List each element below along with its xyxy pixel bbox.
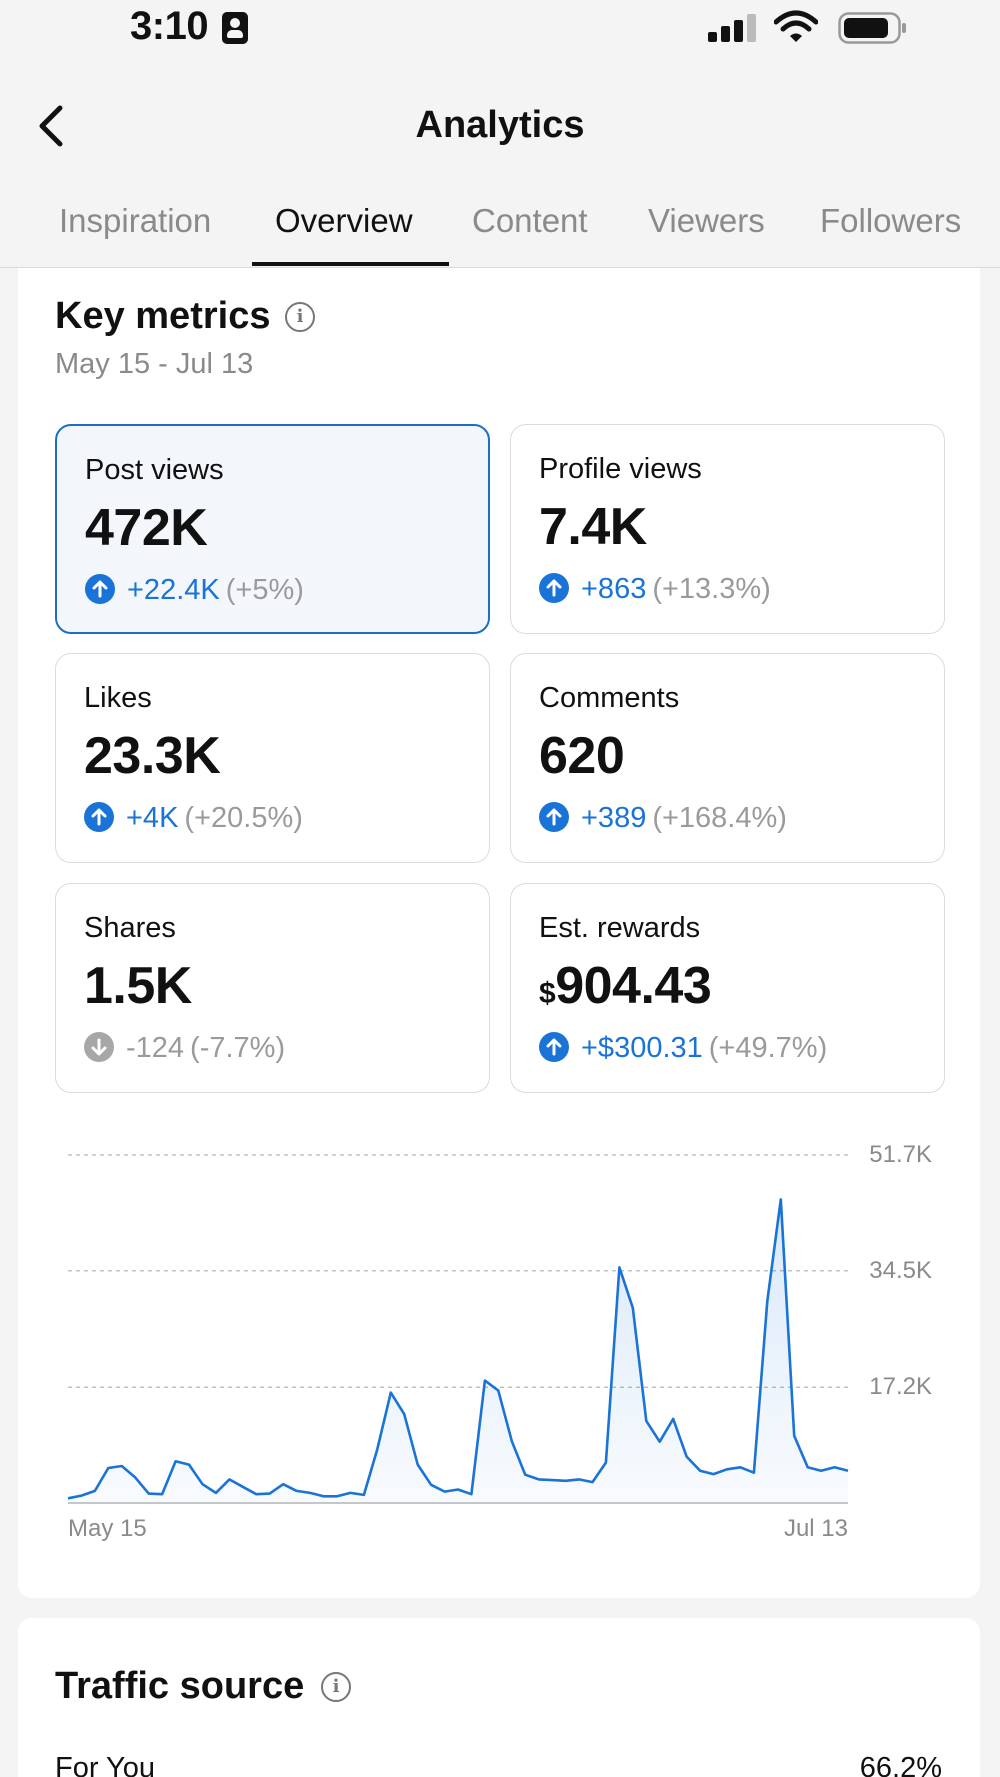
- metric-label: Est. rewards: [539, 912, 701, 944]
- y-tick-label: 51.7K: [869, 1141, 932, 1168]
- tab-viewers[interactable]: Viewers: [648, 202, 765, 239]
- metric-label: Comments: [539, 682, 680, 714]
- metric-change: -124 (-7.7%): [84, 1032, 285, 1065]
- cellular-signal-icon: [708, 14, 756, 42]
- page-title: Analytics: [415, 104, 585, 146]
- x-tick-label: Jul 13: [783, 1515, 848, 1542]
- metric-delta: +$300.31: [581, 1032, 703, 1064]
- metric-delta: +4K: [126, 802, 179, 834]
- metric-number: 7.4K: [539, 498, 647, 556]
- metric-card-comments[interactable]: Comments 620 +389 (+168.4%): [510, 653, 945, 863]
- metric-number: 1.5K: [84, 957, 192, 1015]
- metric-label: Shares: [84, 912, 176, 944]
- traffic-source-label: For You: [55, 1752, 155, 1777]
- contact-card-icon: [222, 12, 248, 44]
- traffic-source-title: Traffic source: [55, 1665, 305, 1707]
- arrow-up-circle-icon: [539, 573, 569, 603]
- metric-card-est-rewards[interactable]: Est. rewards $904.43 +$300.31 (+49.7%): [510, 883, 945, 1093]
- post-views-chart: [67, 1154, 849, 1504]
- metric-number: 23.3K: [84, 727, 221, 785]
- metric-value: 23.3K: [84, 726, 221, 786]
- y-tick-label: 34.5K: [869, 1256, 932, 1284]
- back-arrow-icon[interactable]: [30, 102, 74, 150]
- arrow-up-circle-icon: [85, 574, 115, 604]
- metric-value: 472K: [85, 498, 208, 558]
- active-tab-indicator: [252, 262, 449, 266]
- metric-value: 7.4K: [539, 497, 647, 557]
- metric-percent: (-7.7%): [190, 1032, 286, 1064]
- x-tick-label: May 15: [68, 1515, 147, 1542]
- status-time: 3:10: [130, 4, 209, 48]
- metric-change: +389 (+168.4%): [539, 802, 787, 835]
- metric-number: 904.43: [555, 957, 712, 1015]
- tab-inspiration[interactable]: Inspiration: [59, 202, 212, 239]
- metric-change: +$300.31 (+49.7%): [539, 1032, 827, 1065]
- traffic-source-card: [18, 1618, 980, 1777]
- arrow-up-circle-icon: [539, 802, 569, 832]
- metric-change: +22.4K (+5%): [85, 574, 304, 607]
- metric-delta: +863: [581, 573, 647, 605]
- metric-card-shares[interactable]: Shares 1.5K -124 (-7.7%): [55, 883, 490, 1093]
- metric-change: +4K (+20.5%): [84, 802, 303, 835]
- metric-percent: (+5%): [225, 574, 304, 606]
- traffic-source-value: 66.2%: [859, 1752, 942, 1777]
- arrow-up-circle-icon: [539, 1032, 569, 1062]
- currency-symbol: $: [539, 977, 556, 1010]
- metric-label: Post views: [85, 454, 224, 486]
- metric-value: $904.43: [539, 956, 712, 1016]
- metric-delta: +389: [581, 802, 647, 834]
- metric-card-likes[interactable]: Likes 23.3K +4K (+20.5%): [55, 653, 490, 863]
- series-area: [68, 1199, 848, 1503]
- metric-label: Profile views: [539, 453, 702, 485]
- arrow-up-circle-icon: [84, 802, 114, 832]
- metric-percent: (+13.3%): [652, 573, 771, 605]
- info-icon[interactable]: i: [321, 1672, 351, 1702]
- y-tick-label: 17.2K: [869, 1373, 932, 1401]
- metric-label: Likes: [84, 682, 152, 714]
- metric-card-post-views[interactable]: Post views 472K +22.4K (+5%): [55, 424, 490, 634]
- status-bar: 3:10: [0, 0, 1000, 60]
- arrow-down-circle-icon: [84, 1032, 114, 1062]
- metric-card-profile-views[interactable]: Profile views 7.4K +863 (+13.3%): [510, 424, 945, 634]
- tab-content[interactable]: Content: [472, 202, 588, 239]
- metric-value: 620: [539, 726, 625, 786]
- info-icon[interactable]: i: [285, 302, 315, 332]
- metric-percent: (+49.7%): [708, 1032, 828, 1064]
- tab-bar: Inspiration Overview Content Viewers Fol…: [0, 188, 1000, 268]
- date-range: May 15 - Jul 13: [55, 348, 254, 380]
- metric-number: 472K: [85, 499, 208, 557]
- battery-icon: [838, 12, 906, 44]
- metric-number: 620: [539, 727, 625, 785]
- metric-delta: -124: [126, 1032, 185, 1064]
- tab-followers[interactable]: Followers: [820, 202, 962, 239]
- key-metrics-title: Key metrics: [55, 295, 271, 337]
- series-line: [67, 1198, 849, 1500]
- metric-percent: (+20.5%): [184, 802, 303, 834]
- nav-bar: Analytics: [0, 80, 1000, 170]
- metric-value: 1.5K: [84, 956, 192, 1016]
- metric-change: +863 (+13.3%): [539, 573, 771, 606]
- tab-overview[interactable]: Overview: [275, 202, 413, 239]
- metric-delta: +22.4K: [127, 574, 220, 606]
- wifi-icon: [774, 10, 818, 42]
- metric-percent: (+168.4%): [652, 802, 787, 834]
